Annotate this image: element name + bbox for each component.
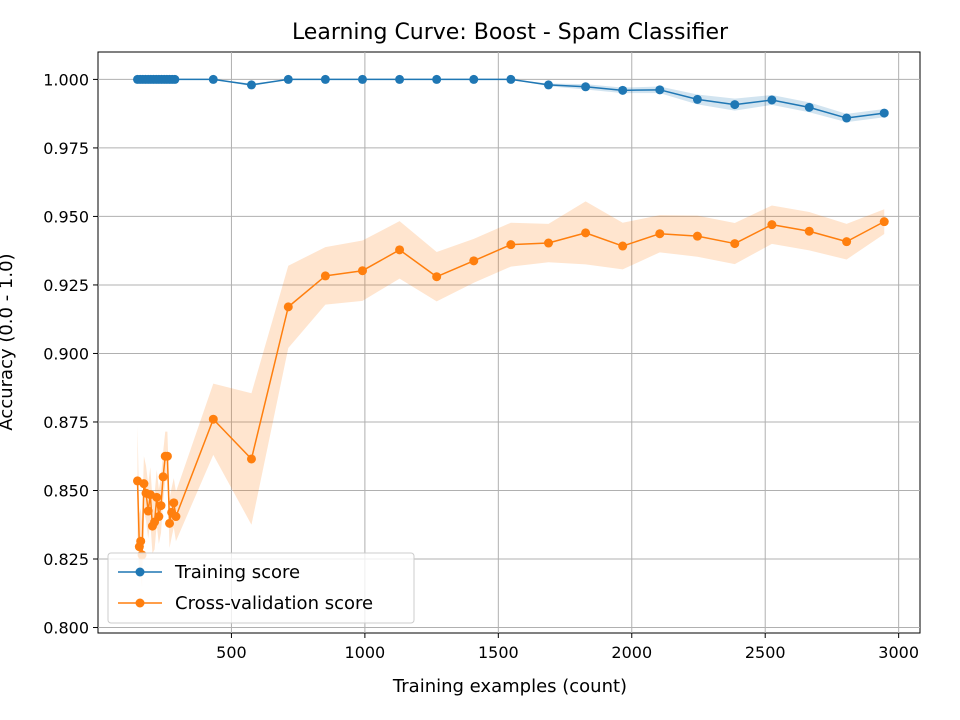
training-score-point [655, 85, 665, 95]
legend-label-cross-validation-score: Cross-validation score [175, 593, 373, 614]
cross-validation-score-point [169, 498, 179, 508]
training-score-point [469, 74, 479, 84]
x-tick-label: 1500 [478, 643, 519, 662]
cross-validation-score-point [581, 228, 591, 238]
cross-validation-score-point [162, 451, 172, 461]
cross-validation-score-point [171, 512, 181, 522]
y-tick-label: 0.800 [43, 619, 89, 638]
training-score-point [246, 80, 256, 90]
cross-validation-score-point [879, 217, 889, 227]
cross-validation-score-point [432, 272, 442, 282]
cross-validation-score-point [730, 239, 740, 249]
cross-validation-score-point [804, 226, 814, 236]
training-score-point [767, 95, 777, 105]
training-score-point [208, 74, 218, 84]
legend-label-training-score: Training score [174, 562, 300, 583]
training-score-point [842, 113, 852, 123]
y-tick-label: 0.975 [43, 139, 89, 158]
x-tick-label: 2500 [745, 643, 786, 662]
cross-validation-score-band [137, 201, 885, 588]
series-points [132, 74, 889, 560]
x-axis-label: Training examples (count) [392, 676, 627, 697]
cross-validation-score-point [152, 492, 162, 502]
cross-validation-score-point [165, 518, 175, 528]
legend: Training score Cross-validation score [107, 552, 415, 624]
cross-validation-score-point [320, 271, 330, 281]
training-score-point [432, 74, 442, 84]
training-score-point [170, 74, 180, 84]
cross-validation-score-point [143, 506, 153, 516]
legend-box [107, 552, 415, 624]
cross-validation-score-point [136, 536, 146, 546]
y-tick-label: 1.000 [43, 70, 89, 89]
cross-validation-score-point [469, 256, 479, 266]
cross-validation-score-point [156, 501, 166, 511]
y-tick-label: 0.950 [43, 207, 89, 226]
x-tick-label: 2000 [611, 643, 652, 662]
grid-layer [98, 52, 920, 633]
cross-validation-score-point [283, 302, 293, 312]
cross-validation-score-point [692, 231, 702, 241]
cross-validation-score-point [655, 229, 665, 239]
cross-validation-score-point [543, 238, 553, 248]
cross-validation-score-point [618, 241, 628, 251]
legend-swatch-marker-training-score [135, 567, 145, 577]
cross-validation-score-point [357, 266, 367, 276]
cross-validation-score-point [767, 220, 777, 230]
training-score-point [879, 108, 889, 118]
y-axis-label: Accuracy (0.0 - 1.0) [0, 253, 17, 430]
training-score-point [283, 74, 293, 84]
cross-validation-score-point [158, 472, 168, 482]
x-tick-label: 500 [216, 643, 247, 662]
training-score-point [581, 82, 591, 92]
y-tick-label: 0.925 [43, 276, 89, 295]
training-score-point [506, 74, 516, 84]
x-tick-label: 3000 [878, 643, 919, 662]
training-score-point [804, 102, 814, 112]
y-tick-label: 0.825 [43, 550, 89, 569]
y-tick-label: 0.900 [43, 344, 89, 363]
cross-validation-score-point [395, 245, 405, 255]
x-tick-label: 1000 [345, 643, 386, 662]
training-score-point [357, 74, 367, 84]
y-tick-label: 0.850 [43, 481, 89, 500]
training-score-point [730, 100, 740, 110]
legend-swatch-marker-cross-validation-score [135, 598, 145, 608]
training-score-point [618, 85, 628, 95]
plot-area [97, 51, 921, 634]
cross-validation-score-point [139, 479, 149, 489]
cross-validation-score-point [154, 512, 164, 522]
axis-ticks: 500 1000 1500 2000 2500 3000 0.800 0.825 0.850 0.… [43, 70, 919, 662]
chart-title: Learning Curve: Boost - Spam Classifier [292, 20, 729, 45]
y-tick-label: 0.875 [43, 413, 89, 432]
cross-validation-score-point [506, 240, 516, 250]
cross-validation-score-point [246, 454, 256, 464]
training-score-point [543, 80, 553, 90]
training-score-point [692, 94, 702, 104]
cross-validation-score-point [208, 414, 218, 424]
cross-validation-score-point [842, 237, 852, 247]
training-score-point [395, 74, 405, 84]
training-score-point [320, 74, 330, 84]
